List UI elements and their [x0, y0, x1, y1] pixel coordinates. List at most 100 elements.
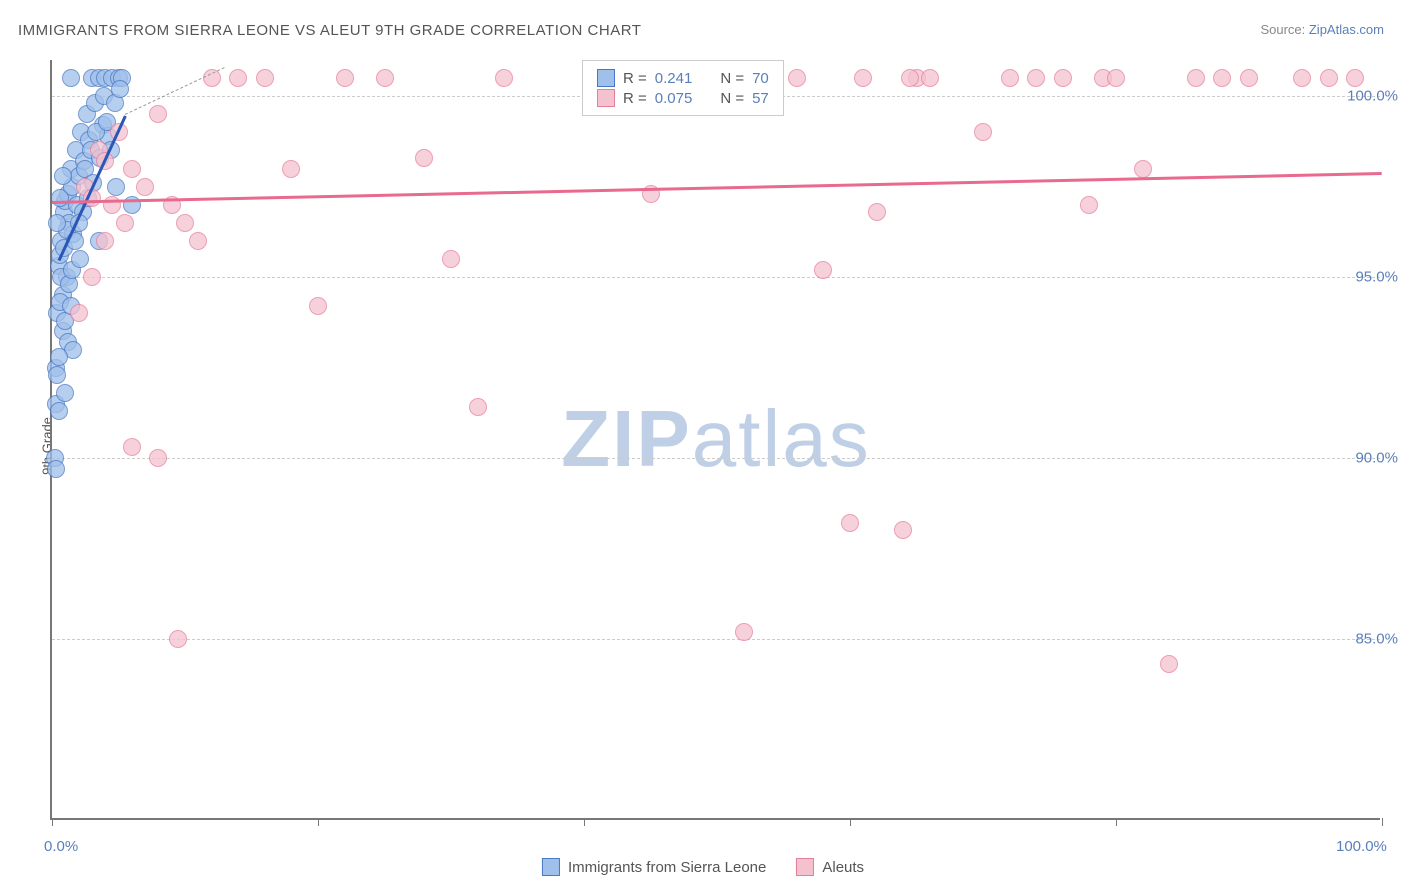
corr-n-value: 57: [752, 90, 769, 107]
corr-legend-row: R = 0.075 N = 57: [597, 89, 769, 107]
scatter-marker: [1001, 69, 1019, 87]
watermark-light: atlas: [692, 394, 871, 483]
source-attribution: Source: ZipAtlas.com: [1260, 22, 1384, 37]
scatter-marker: [415, 149, 433, 167]
corr-swatch: [597, 69, 615, 87]
scatter-marker: [229, 69, 247, 87]
trend-line: [52, 172, 1382, 204]
gridline: [52, 277, 1380, 278]
scatter-marker: [868, 203, 886, 221]
xtick: [1116, 818, 1117, 826]
legend-swatch-blue: [542, 858, 560, 876]
scatter-marker: [176, 214, 194, 232]
xtick-label: 100.0%: [1336, 838, 1387, 855]
legend-label-1: Aleuts: [822, 859, 864, 876]
scatter-marker: [1160, 655, 1178, 673]
xtick-label: 0.0%: [44, 838, 78, 855]
corr-swatch: [597, 89, 615, 107]
scatter-marker: [309, 297, 327, 315]
corr-n-label: N =: [720, 70, 744, 87]
xtick: [318, 818, 319, 826]
scatter-marker: [1027, 69, 1045, 87]
corr-r-label: R =: [623, 90, 647, 107]
scatter-marker: [83, 268, 101, 286]
scatter-marker: [50, 402, 68, 420]
scatter-marker: [735, 623, 753, 641]
scatter-marker: [854, 69, 872, 87]
corr-r-value: 0.241: [655, 70, 693, 87]
ytick-label: 90.0%: [1355, 450, 1398, 467]
xtick: [584, 818, 585, 826]
corr-n-label: N =: [720, 90, 744, 107]
scatter-marker: [123, 160, 141, 178]
scatter-marker: [894, 521, 912, 539]
scatter-marker: [50, 348, 68, 366]
scatter-marker: [841, 514, 859, 532]
scatter-marker: [1213, 69, 1231, 87]
corr-r-label: R =: [623, 70, 647, 87]
scatter-marker: [96, 232, 114, 250]
scatter-marker: [149, 105, 167, 123]
corr-n-value: 70: [752, 70, 769, 87]
gridline: [52, 639, 1380, 640]
scatter-marker: [1320, 69, 1338, 87]
scatter-marker: [1080, 196, 1098, 214]
scatter-marker: [116, 214, 134, 232]
scatter-marker: [56, 384, 74, 402]
scatter-marker: [921, 69, 939, 87]
legend-item-sierra-leone: Immigrants from Sierra Leone: [542, 858, 766, 876]
corr-legend-row: R = 0.241 N = 70: [597, 69, 769, 87]
scatter-marker: [103, 196, 121, 214]
watermark-bold: ZIP: [561, 394, 691, 483]
xtick: [1382, 818, 1383, 826]
scatter-marker: [974, 123, 992, 141]
scatter-marker: [788, 69, 806, 87]
correlation-legend: R = 0.241 N = 70 R = 0.075 N = 57: [582, 60, 784, 116]
scatter-marker: [47, 460, 65, 478]
scatter-marker: [123, 438, 141, 456]
scatter-marker: [901, 69, 919, 87]
legend-item-aleuts: Aleuts: [796, 858, 864, 876]
scatter-marker: [1346, 69, 1364, 87]
gridline: [52, 458, 1380, 459]
scatter-marker: [70, 304, 88, 322]
scatter-marker: [1107, 69, 1125, 87]
scatter-marker: [1187, 69, 1205, 87]
scatter-marker: [107, 178, 125, 196]
scatter-marker: [1240, 69, 1258, 87]
ytick-label: 85.0%: [1355, 631, 1398, 648]
source-link[interactable]: ZipAtlas.com: [1309, 22, 1384, 37]
scatter-marker: [256, 69, 274, 87]
bottom-legend: Immigrants from Sierra Leone Aleuts: [542, 858, 864, 876]
scatter-marker: [71, 250, 89, 268]
scatter-marker: [136, 178, 154, 196]
scatter-marker: [54, 167, 72, 185]
legend-label-0: Immigrants from Sierra Leone: [568, 859, 766, 876]
scatter-marker: [149, 449, 167, 467]
scatter-marker: [336, 69, 354, 87]
scatter-marker: [1054, 69, 1072, 87]
ytick-label: 95.0%: [1355, 269, 1398, 286]
scatter-marker: [48, 214, 66, 232]
xtick: [52, 818, 53, 826]
xtick: [850, 818, 851, 826]
legend-swatch-pink: [796, 858, 814, 876]
trend-line: [125, 67, 225, 115]
scatter-marker: [814, 261, 832, 279]
corr-r-value: 0.075: [655, 90, 693, 107]
ytick-label: 100.0%: [1347, 88, 1398, 105]
watermark: ZIPatlas: [561, 393, 870, 485]
scatter-marker: [62, 69, 80, 87]
scatter-marker: [282, 160, 300, 178]
scatter-marker: [495, 69, 513, 87]
scatter-marker: [169, 630, 187, 648]
scatter-marker: [469, 398, 487, 416]
scatter-marker: [1293, 69, 1311, 87]
chart-title: IMMIGRANTS FROM SIERRA LEONE VS ALEUT 9T…: [18, 22, 641, 39]
scatter-marker: [48, 366, 66, 384]
scatter-marker: [376, 69, 394, 87]
scatter-marker: [1134, 160, 1152, 178]
scatter-marker: [111, 80, 129, 98]
source-prefix: Source:: [1260, 22, 1308, 37]
plot-area: ZIPatlas: [50, 60, 1380, 820]
